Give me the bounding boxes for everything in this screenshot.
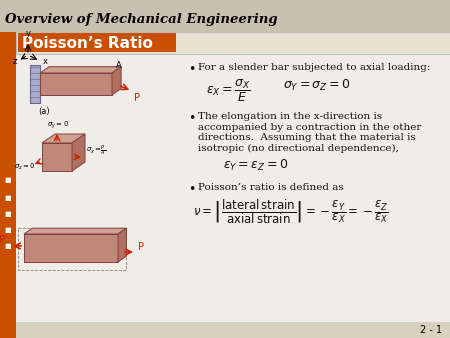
Text: $\varepsilon_X = \dfrac{\sigma_X}{E}$: $\varepsilon_X = \dfrac{\sigma_X}{E}$ bbox=[206, 78, 251, 104]
FancyBboxPatch shape bbox=[16, 322, 450, 338]
Polygon shape bbox=[118, 228, 126, 262]
Polygon shape bbox=[72, 134, 85, 171]
Polygon shape bbox=[112, 67, 121, 95]
Text: •: • bbox=[188, 112, 195, 125]
Text: ■: ■ bbox=[4, 177, 11, 183]
Text: A: A bbox=[116, 61, 122, 70]
Text: $\sigma_Y = \sigma_Z = 0$: $\sigma_Y = \sigma_Z = 0$ bbox=[283, 78, 351, 93]
Text: For a slender bar subjected to axial loading:: For a slender bar subjected to axial loa… bbox=[198, 63, 430, 72]
Text: $\sigma_x=\!\frac{P}{A}$: $\sigma_x=\!\frac{P}{A}$ bbox=[86, 144, 106, 158]
Text: P: P bbox=[134, 93, 140, 103]
Text: accompanied by a contraction in the other: accompanied by a contraction in the othe… bbox=[198, 122, 421, 131]
Text: ■: ■ bbox=[4, 243, 11, 249]
Text: z: z bbox=[13, 57, 17, 67]
Polygon shape bbox=[42, 143, 72, 171]
FancyBboxPatch shape bbox=[16, 32, 450, 322]
Text: Poisson’s Ratio: Poisson’s Ratio bbox=[22, 35, 153, 50]
Text: 2 - 1: 2 - 1 bbox=[420, 325, 442, 335]
Text: P: P bbox=[138, 242, 144, 252]
Text: $\sigma_y=0$: $\sigma_y=0$ bbox=[47, 120, 69, 131]
Text: $\varepsilon_Y = \varepsilon_Z = 0$: $\varepsilon_Y = \varepsilon_Z = 0$ bbox=[223, 158, 288, 173]
Text: $\sigma_z=0$: $\sigma_z=0$ bbox=[14, 162, 36, 172]
Text: Overview of Mechanical Engineering: Overview of Mechanical Engineering bbox=[5, 14, 278, 26]
FancyBboxPatch shape bbox=[18, 33, 176, 52]
Text: ■: ■ bbox=[4, 211, 11, 217]
Polygon shape bbox=[24, 234, 118, 262]
Text: y: y bbox=[26, 29, 31, 38]
Text: directions.  Assuming that the material is: directions. Assuming that the material i… bbox=[198, 133, 416, 142]
Polygon shape bbox=[24, 228, 126, 234]
FancyBboxPatch shape bbox=[0, 32, 16, 338]
FancyBboxPatch shape bbox=[16, 32, 450, 54]
Text: P': P' bbox=[0, 235, 8, 245]
Text: ■: ■ bbox=[4, 227, 11, 233]
Text: (a): (a) bbox=[38, 107, 50, 116]
Text: x: x bbox=[43, 56, 48, 66]
Polygon shape bbox=[40, 67, 121, 73]
Text: The elongation in the x-direction is: The elongation in the x-direction is bbox=[198, 112, 382, 121]
Text: $\nu = \left|\dfrac{\mathrm{lateral\,strain}}{\mathrm{axial\,strain}}\right| = -: $\nu = \left|\dfrac{\mathrm{lateral\,str… bbox=[193, 198, 389, 226]
Text: Poisson’s ratio is defined as: Poisson’s ratio is defined as bbox=[198, 183, 344, 192]
Text: •: • bbox=[188, 183, 195, 196]
Polygon shape bbox=[42, 134, 85, 143]
Text: ■: ■ bbox=[4, 195, 11, 201]
FancyBboxPatch shape bbox=[0, 0, 450, 32]
Text: •: • bbox=[188, 63, 195, 76]
Polygon shape bbox=[40, 73, 112, 95]
Polygon shape bbox=[30, 65, 40, 103]
Text: isotropic (no directional dependence),: isotropic (no directional dependence), bbox=[198, 144, 399, 153]
